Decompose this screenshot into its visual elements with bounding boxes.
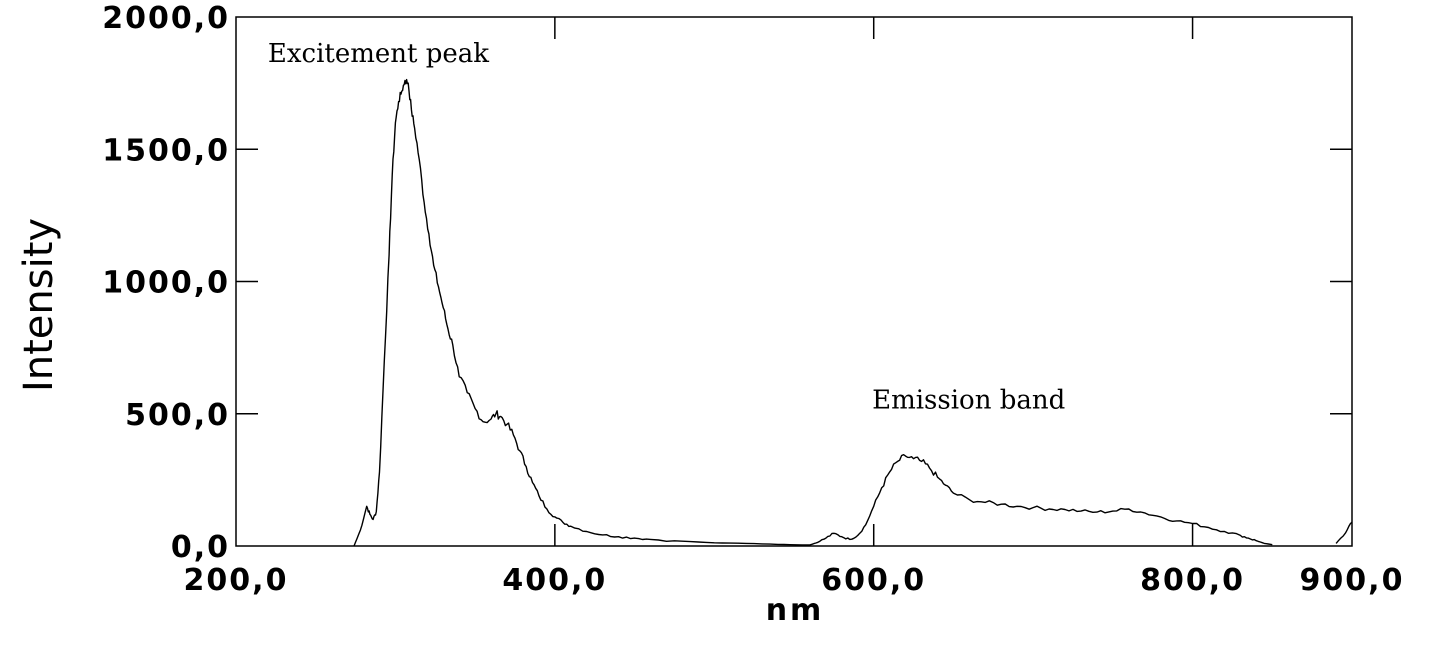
y-axis-title: Intensity	[16, 218, 62, 392]
x-tick-label: 800,0	[1140, 563, 1245, 598]
x-tick-label: 400,0	[502, 563, 607, 598]
y-tick-label: 500,0	[125, 398, 230, 433]
annotation-label: Emission band	[872, 385, 1065, 415]
y-tick-label: 0,0	[171, 530, 230, 565]
axis-ticks	[236, 17, 1352, 546]
x-tick-label: 600,0	[821, 563, 926, 598]
y-tick-label: 2000,0	[102, 1, 230, 36]
x-tick-label: 200,0	[184, 563, 289, 598]
annotations: Excitement peak Emission band	[268, 39, 1065, 415]
y-tick-label: 1000,0	[102, 266, 230, 301]
plot-frame	[235, 16, 1353, 547]
spectrum-line	[353, 78, 1273, 547]
series-layer	[353, 78, 1353, 547]
annotation-label: Excitement peak	[268, 39, 489, 69]
x-axis-title: nm	[766, 593, 825, 628]
tick-labels: 200,0 400,0 600,0 800,0 900,0 0,0 500,0 1000,0 1…	[102, 1, 1405, 598]
spectrum-line	[1335, 521, 1353, 544]
y-tick-label: 1500,0	[102, 133, 230, 168]
x-tick-label: 900,0	[1300, 563, 1405, 598]
